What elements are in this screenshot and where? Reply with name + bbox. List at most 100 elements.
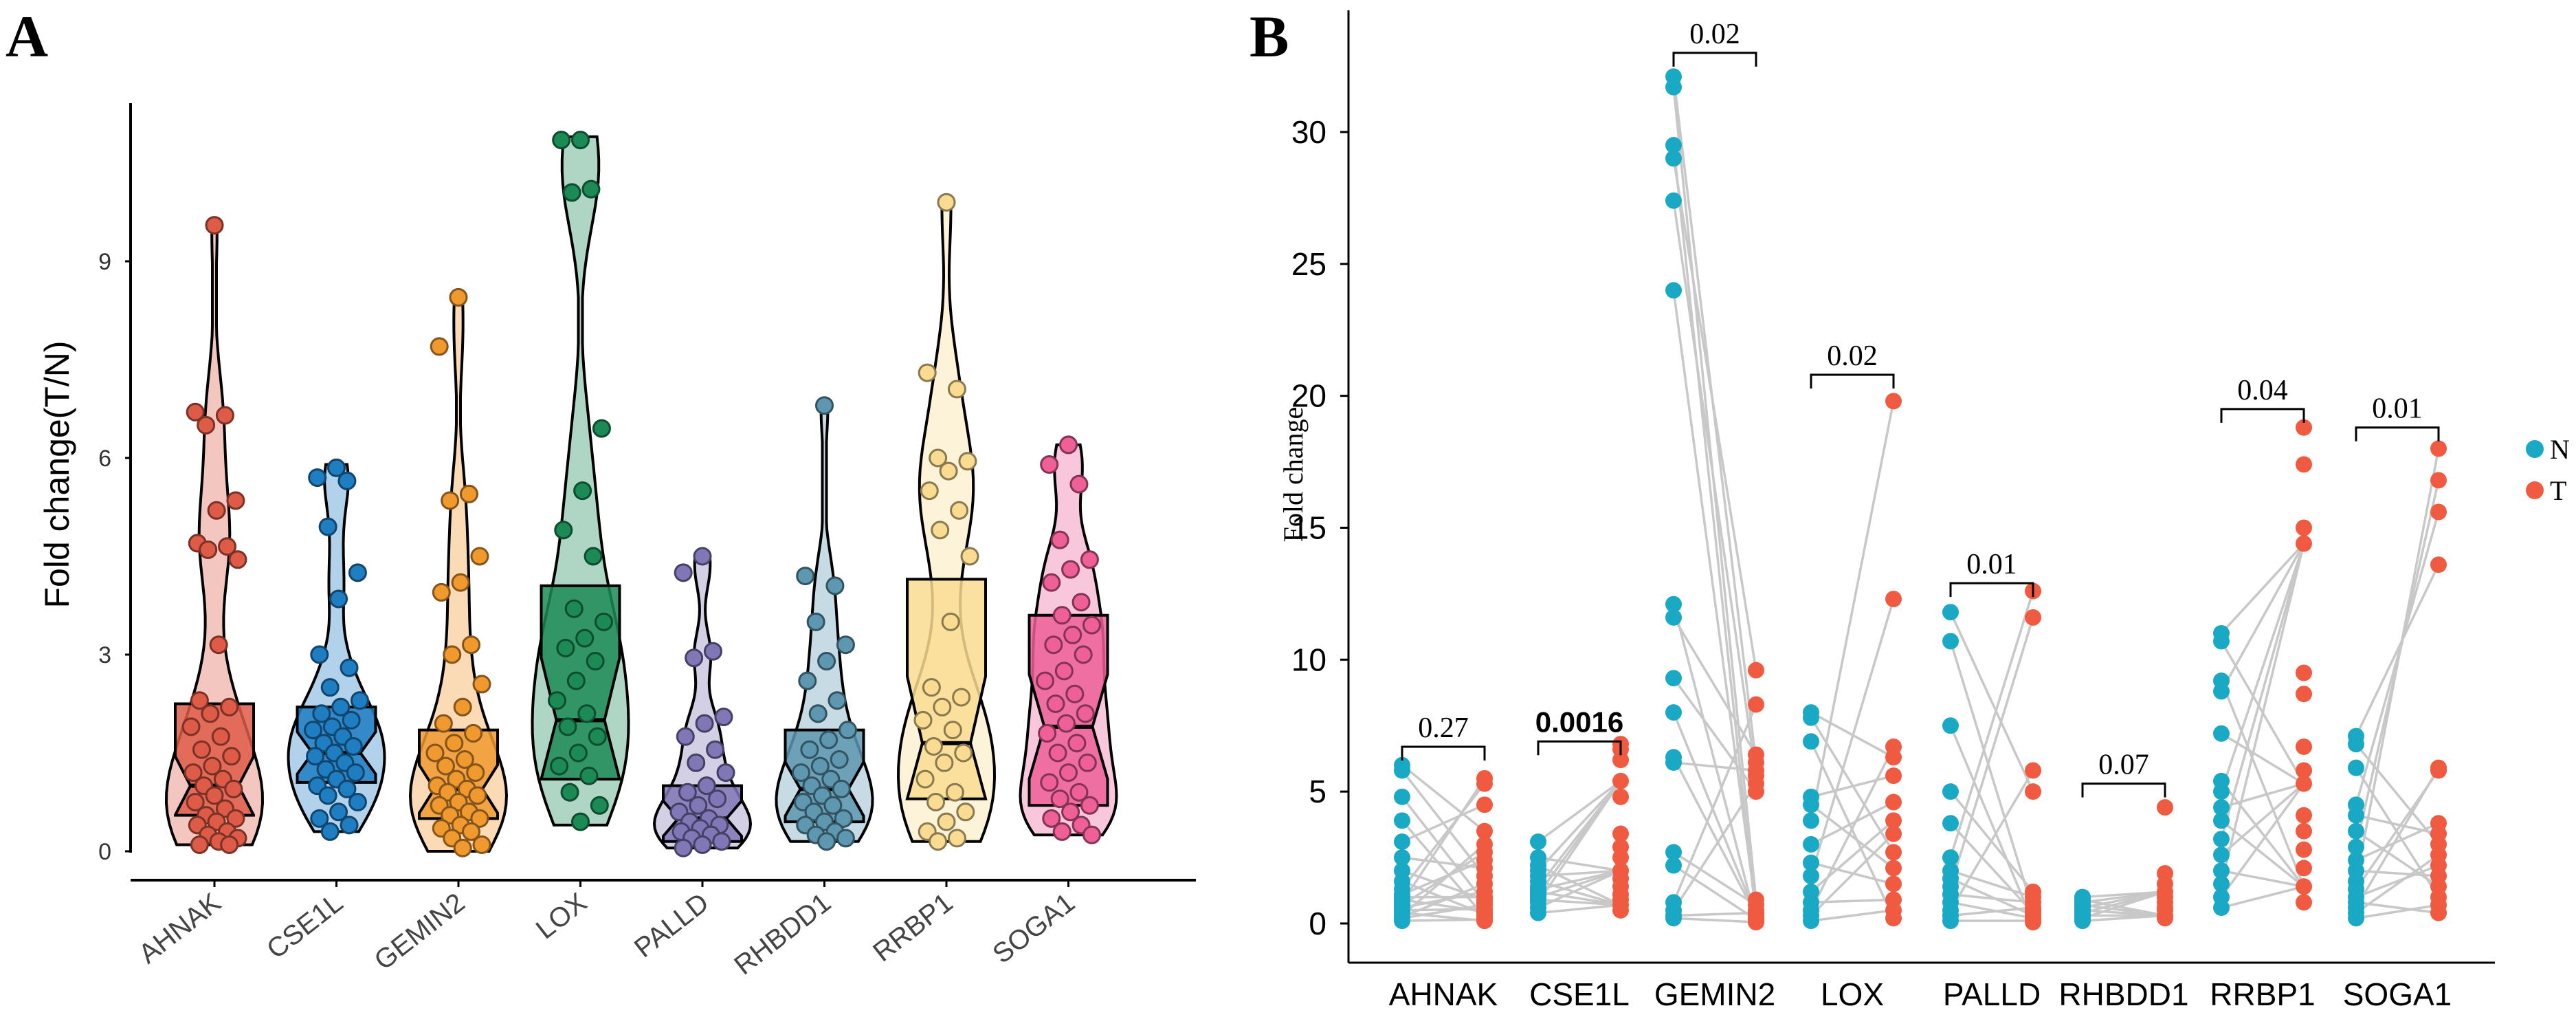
point-a-soga1 [1082,615,1101,635]
pair-line-ahnak [1401,803,1485,843]
pair-line-rrbp1 [2220,780,2305,888]
point-a-rrbp1 [922,678,941,697]
point-a-cse1l [310,645,329,664]
point-a-lox [592,419,611,438]
b-y-tick-label: 20 [1291,378,1326,414]
point-a-palld [689,796,708,815]
point-a-rhbdd1 [815,396,834,415]
pair-line-cse1l [1537,904,1621,915]
point-a-ahnak [199,540,218,559]
point-a-ahnak [226,809,245,828]
pair-line-cse1l [1537,869,1621,899]
point-a-gemin2 [434,714,453,733]
point-t-cse1l [1612,772,1629,789]
pvalue-label-soga1: 0.01 [2372,393,2423,425]
panel-b-points [1394,68,2447,931]
point-t-palld [2025,762,2041,779]
b-y-tick-label: 0 [1309,906,1326,941]
point-a-lox [586,652,605,671]
point-a-gemin2 [445,734,464,753]
point-n-rrbp1 [2213,633,2230,650]
point-a-gemin2 [472,675,491,694]
point-n-rrbp1 [2213,862,2230,879]
point-a-gemin2 [451,573,470,592]
point-a-ahnak [203,756,222,776]
pair-line-palld [1949,611,2034,792]
point-a-rrbp1 [920,481,939,501]
point-t-soga1 [2430,904,2447,921]
point-a-soga1 [1067,734,1087,753]
pair-line-ahnak [1401,843,1486,917]
pvalue-label-rrbp1: 0.04 [2237,375,2288,406]
pair-line-lox [1810,598,1895,877]
point-a-cse1l [348,793,367,811]
point-a-palld [687,753,706,772]
point-a-palld [706,740,725,759]
panel-b-label: B [1250,3,1289,69]
point-a-ahnak [207,501,226,520]
legend-t-label: T [2550,475,2566,506]
pair-line-ahnak [1401,764,1486,833]
pair-line-rrbp1 [2220,543,2305,792]
point-n-gemin2 [1665,78,1682,96]
pair-line-cse1l [1537,869,1621,890]
pair-line-gemin2 [1672,677,1757,793]
point-a-rhbdd1 [830,750,849,769]
point-n-palld [1942,783,1959,800]
point-n-ahnak [1394,762,1410,779]
pair-line-rrbp1 [2220,543,2305,884]
point-t-soga1 [2430,472,2447,489]
point-a-cse1l [329,802,348,822]
pair-line-cse1l [1537,864,1621,906]
point-n-lox [1803,867,1819,884]
point-a-soga1 [1074,645,1093,664]
point-a-palld [697,776,716,796]
point-a-lox [581,179,601,199]
point-a-soga1 [1065,684,1085,703]
point-a-lox [571,131,590,150]
panel-a-y-label: Fold change(T/N) [38,340,76,608]
point-n-lox [1803,854,1819,871]
point-a-gemin2 [462,822,481,841]
point-a-rrbp1 [918,363,937,382]
chart-panel-a: Fold change(T/N) 0 3 6 9 AHNAK CSE1L GEMIN2 LO… [38,103,1196,981]
point-a-soga1 [1050,789,1069,809]
point-a-ahnak [192,740,211,759]
point-n-soga1 [2348,807,2364,824]
point-a-gemin2 [466,763,485,783]
point-n-soga1 [2348,822,2364,840]
point-n-palld [1942,604,1959,621]
pair-line-gemin2 [1672,783,1757,911]
point-a-gemin2 [470,809,489,828]
point-t-rrbp1 [2296,686,2312,703]
point-a-palld [714,708,733,727]
point-a-rrbp1 [939,461,958,481]
pair-line-cse1l [1537,780,1622,904]
point-a-lox [588,727,607,746]
point-a-soga1 [1069,783,1089,802]
pair-line-rrbp1 [2221,782,2305,809]
point-a-soga1 [1082,825,1101,844]
point-a-soga1 [1046,695,1065,713]
point-a-cse1l [344,736,363,756]
point-n-lox [1803,733,1819,750]
point-t-gemin2 [1748,661,1764,679]
point-t-ahnak [1476,775,1493,792]
point-t-rrbp1 [2296,519,2312,536]
point-a-rrbp1 [937,812,956,831]
point-n-palld [1942,912,1959,930]
point-a-ahnak [209,635,228,655]
pair-line-rrbp1 [2221,869,2305,888]
point-a-palld [708,789,727,809]
point-t-soga1 [2430,762,2447,779]
point-a-soga1 [1042,573,1061,592]
point-t-rrbp1 [2296,664,2312,681]
point-a-soga1 [1056,714,1076,733]
point-n-rrbp1 [2213,725,2230,742]
pvalue-bracket-ahnak [1401,745,1486,761]
point-a-gemin2 [449,287,468,307]
pair-line-gemin2 [1672,604,1757,921]
point-a-rhbdd1 [798,671,817,690]
point-a-cse1l [340,658,359,677]
